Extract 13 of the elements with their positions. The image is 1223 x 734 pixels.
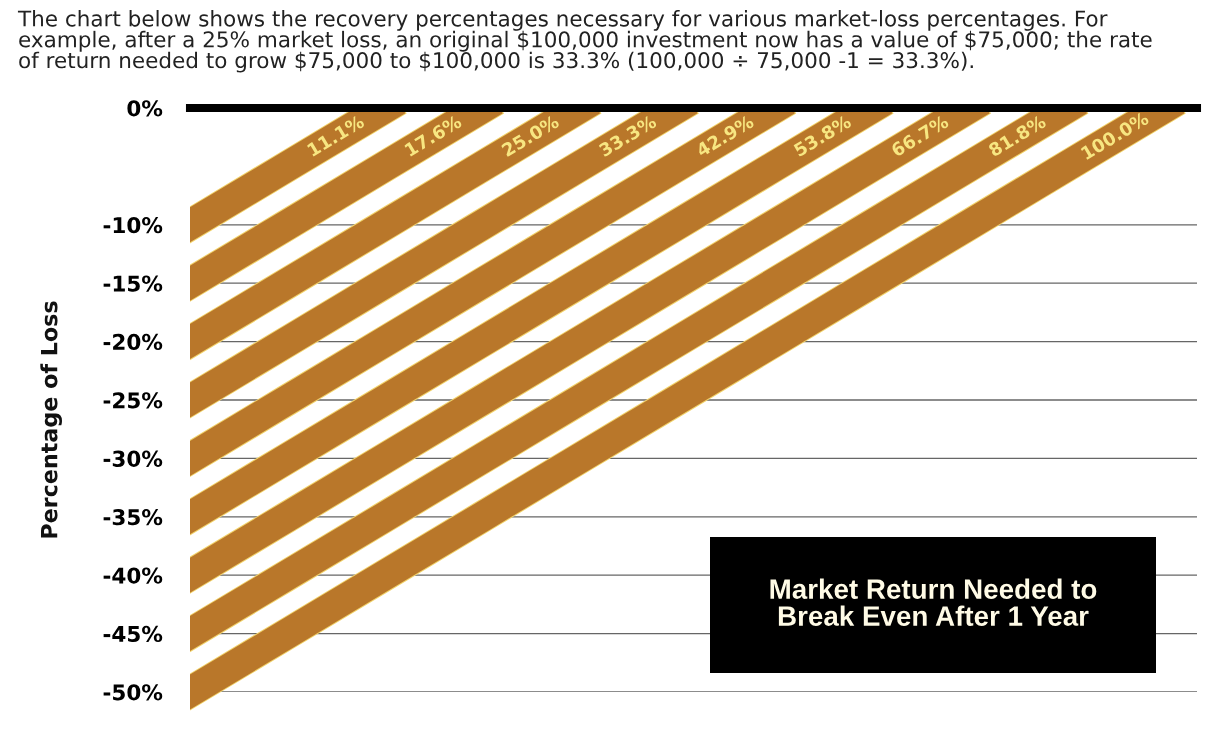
text: Market Return Needed to Break Even After 1 Year (770, 578, 1097, 626)
y-tick-label: -20% (103, 333, 163, 351)
y-tick-label: 0% (127, 100, 163, 117)
y-tick-label: -45% (103, 625, 163, 643)
y-axis-title: Percentage of Loss (40, 301, 62, 538)
y-tick-label: -10% (103, 217, 163, 234)
y-tick-label: -15% (103, 275, 163, 292)
y-tick-label: -40% (103, 567, 163, 584)
y-tick-label: -30% (103, 450, 163, 467)
text: The chart below shows the recovery percentages necessary for various market-loss percentages. For example, after a 25% market loss, an original $100,000 investment now has a value of $75,000; the rate of return needed to grow $75,000 to $100,000 is 33.3% (100,000 ÷ 75,000 -1 = 33.3%). (17, 10, 1152, 73)
y-tick-label: -35% (103, 509, 163, 526)
y-tick-label: -50% (103, 684, 163, 701)
y-tick-label: -25% (103, 392, 163, 409)
